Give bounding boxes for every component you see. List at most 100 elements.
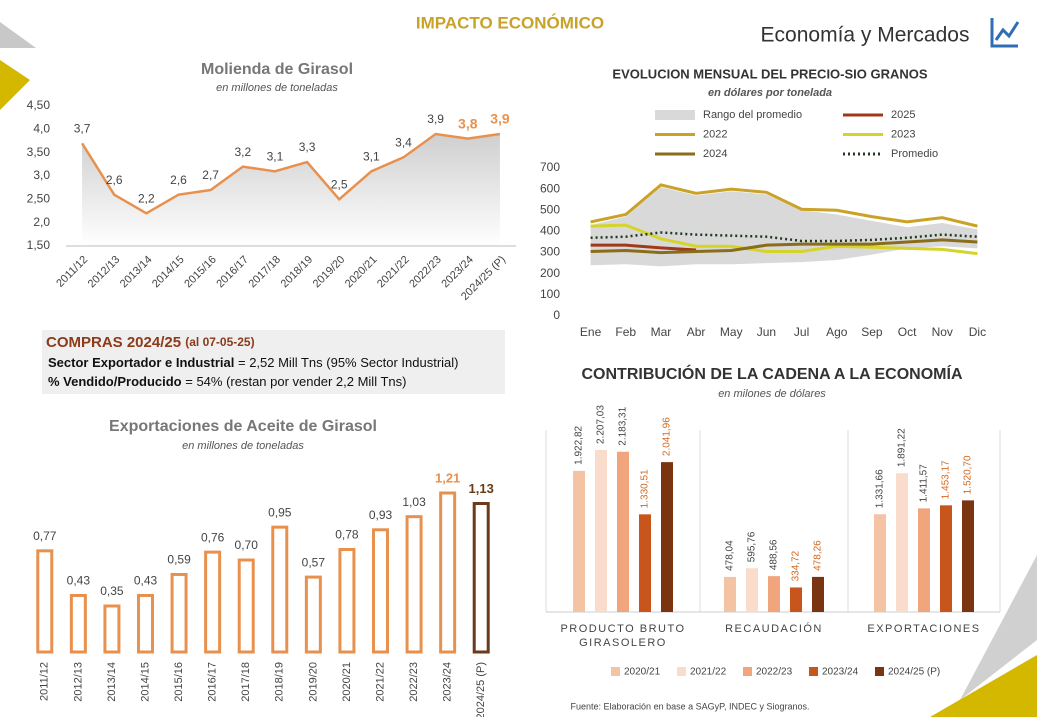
x-tick-label: PRODUCTO BRUTO GIRASOLERO [560,623,686,649]
y-tick-label: 1,50 [27,238,51,252]
chart-subtitle: en dólares por tonelada [708,87,832,99]
x-tick-label: Jun [757,325,776,339]
legend-label: 2024/25 (P) [888,667,940,678]
legend-label: 2025 [891,109,915,121]
data-label: 2,7 [202,168,219,182]
brand-icon [990,18,1020,48]
x-tick-label: Nov [932,325,953,339]
data-label: 1,21 [435,470,460,485]
series-line [590,183,978,228]
bar [36,549,54,654]
data-label: 0,93 [369,508,393,522]
compras-box [42,330,505,394]
legend-label: 2020/21 [624,667,661,678]
x-tick-label: RECAUDACIÓN [725,623,823,635]
data-label: 334,72 [791,550,802,581]
x-tick-label: Ago [826,325,848,339]
compras-line: Sector Exportador e Industrial = 2,52 Mi… [48,355,458,370]
y-tick-label: 2,50 [27,192,51,206]
y-tick-label: 500 [540,202,560,216]
bar [940,505,952,612]
line [81,132,501,215]
x-tick-label: 2011/12 [39,662,51,701]
data-label: 0,59 [167,553,191,567]
x-tick-label: 2019/20 [311,254,348,291]
data-label: 0,43 [67,574,91,588]
bar [338,548,356,654]
x-tick-label: Dic [969,325,986,339]
data-label: 1.520,70 [963,455,974,494]
x-tick-label: 2018/19 [274,662,286,702]
legend-label: 2021/22 [690,667,727,678]
corner-deco [960,555,1037,700]
bar [661,462,673,612]
page-title: IMPACTO ECONÓMICO [416,13,604,32]
data-label: 3,3 [299,140,316,154]
bar [69,593,87,654]
compras-heading: COMPRAS 2024/25 [46,334,181,351]
data-label: 2.041,96 [662,417,673,456]
x-tick-label: 2015/16 [182,254,219,291]
brand: Economía y Mercados [761,24,970,47]
x-tick-label: 2022/23 [407,254,444,291]
compras-text: = 54% (restan por vender 2,2 Mill Tns) [182,374,407,389]
data-label: 0,76 [201,530,225,544]
x-tick-label: Abr [687,325,706,339]
bar [137,593,154,654]
area [82,134,500,246]
y-tick-label: 4,0 [33,122,50,136]
legend-swatch [809,667,818,676]
y-tick-label: 400 [540,224,560,238]
bar [617,451,629,612]
data-label: 3,9 [427,112,444,126]
x-tick-label: 2017/18 [247,254,284,291]
x-tick-label: 2023/24 [442,662,454,702]
corner-deco [0,60,30,110]
corner-deco [930,655,1037,717]
x-tick-label: 2014/15 [139,662,151,702]
bar [724,576,736,612]
source: Fuente: Elaboración en base a SAGyP, IND… [571,701,810,711]
bar [746,568,758,612]
chart-title: EVOLUCION MENSUAL DEL PRECIO-SIO GRANOS [612,66,927,81]
data-label: 0,43 [134,574,158,588]
x-tick-label: 2021/22 [374,662,386,702]
x-tick-label: 2015/16 [173,662,185,702]
data-label: 3,1 [363,150,380,164]
x-tick-label: 2022/23 [408,662,420,702]
legend-swatch [743,667,752,676]
x-tick-label: Feb [615,325,636,339]
data-label: 1.331,66 [875,469,886,508]
x-tick-label: 2016/17 [214,254,251,291]
data-label: 0,95 [268,505,292,519]
bar [472,502,490,654]
y-tick-label: 700 [540,160,560,174]
bar [170,572,188,654]
data-label: 3,2 [234,145,251,159]
x-tick-label: 2017/18 [240,662,252,702]
y-tick-label: 600 [540,181,560,195]
series-line [590,243,697,252]
bar [573,470,585,612]
chart-subtitle: en millones de toneladas [216,82,338,94]
y-tick-label: 300 [540,245,560,259]
legend-label: Promedio [891,148,938,160]
data-label: 0,78 [335,528,359,542]
data-label: 1.330,51 [640,469,651,508]
chart-title: Molienda de Girasol [201,61,353,78]
x-tick-label: Jul [794,325,809,339]
data-label: 2.183,31 [618,406,629,445]
legend-swatch [611,667,620,676]
x-tick-label: 2021/22 [375,254,412,291]
x-tick-label: 2013/14 [118,254,155,291]
bar [271,525,289,654]
x-tick-label: 2014/15 [150,254,187,291]
x-tick-label: 2020/21 [343,254,380,291]
x-tick-label: 2020/21 [341,662,353,702]
y-tick-label: 3,50 [27,145,51,159]
legend-label: 2023/24 [822,667,859,678]
x-tick-label: Oct [898,325,917,339]
bar [768,576,780,612]
